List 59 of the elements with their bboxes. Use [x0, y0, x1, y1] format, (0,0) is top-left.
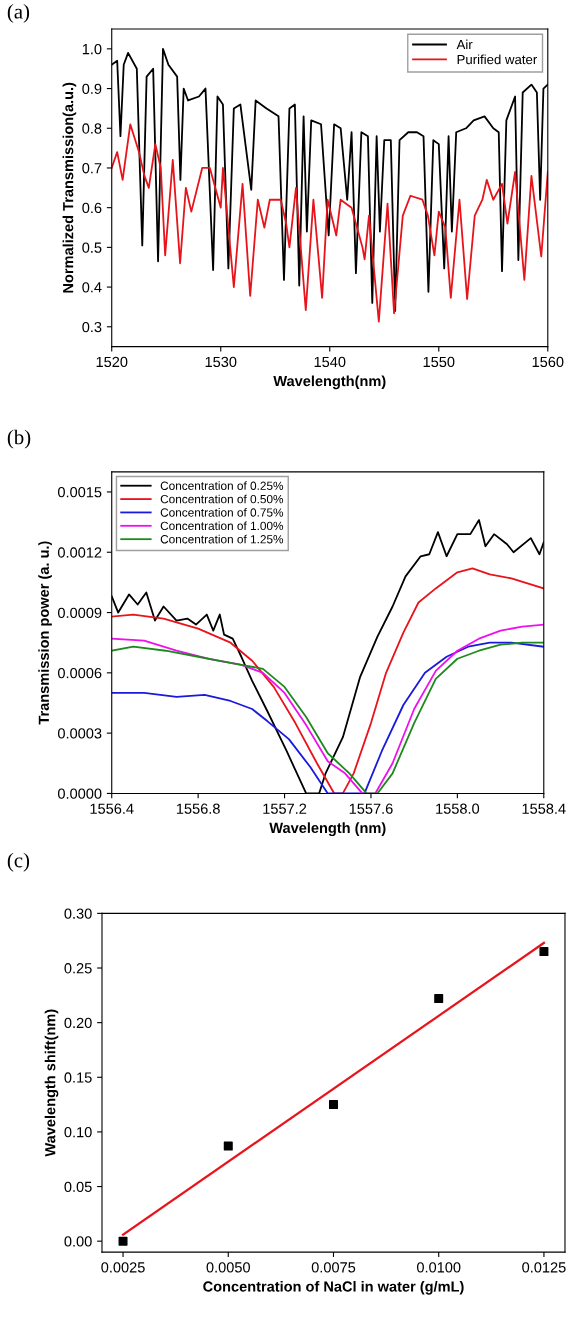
y-tick-label: 0.00: [64, 1236, 92, 1247]
legend-label: Concentration of 0.50%: [160, 494, 284, 504]
y-tick-label: 0.05: [64, 1181, 92, 1192]
y-tick-label: 0.5: [82, 242, 102, 253]
legend-label: Concentration of 0.25%: [160, 481, 284, 490]
y-tick-label: 0.0015: [57, 487, 102, 498]
x-tick-label: 0.0050: [206, 1262, 250, 1273]
y-tick-label: 1.0: [82, 43, 102, 55]
point: [539, 947, 549, 957]
x-axis-title: Wavelength (nm): [269, 822, 386, 836]
y-tick-label: 0.8: [82, 123, 102, 134]
y-axis-title: Normalized Transmission(a.u.): [62, 82, 77, 293]
y-tick-label: 0.0009: [57, 607, 102, 618]
x-tick-label: 1560: [532, 356, 564, 368]
y-tick-label: 0.9: [82, 83, 102, 94]
point: [223, 1141, 233, 1151]
y-tick-label: 0.15: [64, 1072, 92, 1083]
point: [328, 1100, 338, 1110]
legend-label: Air: [456, 39, 473, 50]
x-tick-label: 1556.8: [176, 803, 220, 814]
x-tick-label: 0.0075: [311, 1262, 356, 1273]
chart-title: (b): [7, 429, 31, 449]
x-tick-label: 0.0125: [522, 1262, 566, 1273]
y-tick-label: 0.25: [64, 963, 92, 974]
legend-label: Concentration of 0.75%: [160, 508, 284, 517]
chart-title: (a): [7, 3, 30, 23]
y-tick-label: 0.30: [64, 908, 92, 919]
x-tick-label: 1540: [314, 356, 346, 368]
y-axis-title: Transmission power (a. u.): [38, 541, 52, 725]
y-tick-label: 0.0000: [57, 788, 102, 799]
y-tick-label: 0.10: [64, 1127, 92, 1138]
y-tick-label: 0.0006: [57, 667, 102, 679]
x-tick-label: 0.0100: [416, 1262, 461, 1273]
x-axis-title: Concentration of NaCl in water (g/mL): [203, 1280, 464, 1295]
x-tick-label: 1558.0: [436, 803, 480, 814]
x-tick-label: 1557.6: [349, 803, 393, 814]
y-tick-label: 0.7: [82, 163, 102, 174]
x-axis-title: Wavelength(nm): [273, 375, 386, 390]
y-tick-label: 0.0003: [57, 728, 102, 739]
y-tick-label: 0.0012: [57, 547, 102, 558]
x-tick-label: 1520: [96, 356, 128, 368]
x-tick-label: 1558.4: [522, 803, 566, 814]
point: [434, 994, 444, 1004]
line-series: [111, 123, 548, 323]
legend-label: Purified water: [457, 54, 538, 65]
y-tick-label: 0.3: [82, 321, 102, 333]
x-tick-label: 1556.4: [90, 803, 134, 814]
legend-label: Concentration of 1.00%: [160, 521, 284, 531]
legend-label: Concentration of 1.25%: [160, 534, 284, 544]
chart-title: (c): [7, 852, 30, 872]
x-tick-label: 1550: [423, 356, 455, 368]
y-tick-label: 0.4: [82, 282, 102, 293]
x-tick-label: 1530: [205, 356, 237, 368]
x-tick-label: 0.0025: [101, 1262, 145, 1273]
point: [118, 1236, 128, 1246]
y-tick-label: 0.20: [64, 1017, 92, 1029]
y-axis-title: Wavelength shift(nm): [44, 1009, 59, 1157]
y-tick-label: 0.6: [82, 202, 102, 214]
x-tick-label: 1557.2: [263, 803, 307, 814]
